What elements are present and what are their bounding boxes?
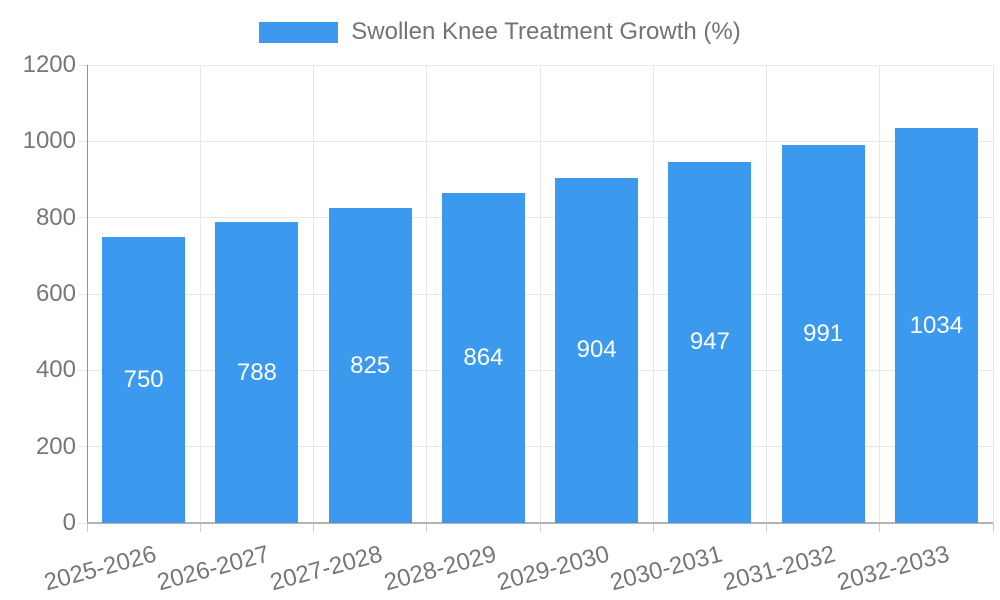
gridline-vertical bbox=[652, 65, 654, 523]
x-tick-mark bbox=[766, 523, 767, 532]
x-axis-tick-label: 2029-2030 bbox=[494, 540, 612, 597]
bar[interactable]: 1034 bbox=[894, 128, 978, 523]
x-tick-mark bbox=[652, 523, 654, 532]
y-axis-tick-label: 1000 bbox=[22, 127, 76, 155]
bar[interactable]: 947 bbox=[668, 161, 752, 523]
x-axis-line bbox=[87, 522, 993, 524]
bar-value-label: 864 bbox=[463, 344, 504, 372]
y-tick-mark bbox=[78, 522, 87, 524]
gridline-vertical bbox=[766, 65, 767, 523]
x-tick-mark bbox=[86, 523, 88, 532]
bar-value-label: 788 bbox=[236, 358, 277, 386]
y-axis-tick-label: 600 bbox=[35, 280, 76, 307]
bar-value-label: 991 bbox=[803, 319, 844, 347]
x-axis-tick-label: 2025-2026 bbox=[41, 540, 159, 597]
y-axis-tick-label: 0 bbox=[62, 509, 76, 536]
x-tick-mark bbox=[199, 523, 201, 532]
bar[interactable]: 864 bbox=[441, 193, 525, 523]
bar-value-label: 1034 bbox=[909, 311, 964, 339]
x-axis-tick-label: 2030-2031 bbox=[607, 540, 726, 597]
y-axis-tick-label: 200 bbox=[35, 432, 76, 460]
bar-value-label: 947 bbox=[689, 328, 730, 356]
y-axis-tick-label: 1200 bbox=[22, 51, 76, 78]
gridline-vertical bbox=[426, 65, 428, 523]
x-tick-mark bbox=[879, 523, 881, 532]
bar-value-label: 904 bbox=[576, 336, 617, 364]
bar-value-label: 825 bbox=[350, 351, 391, 379]
y-tick-mark bbox=[78, 64, 87, 66]
bar-value-label: 750 bbox=[123, 365, 164, 393]
y-tick-mark bbox=[78, 293, 87, 295]
y-tick-mark bbox=[78, 446, 87, 448]
y-axis-tick-label: 800 bbox=[35, 203, 76, 231]
y-axis-line bbox=[87, 65, 88, 523]
x-axis-tick-label: 2032-2033 bbox=[833, 540, 952, 597]
y-tick-mark bbox=[78, 369, 87, 371]
gridline-vertical bbox=[539, 65, 541, 523]
bar[interactable]: 991 bbox=[781, 144, 865, 523]
x-tick-mark bbox=[313, 523, 314, 532]
x-tick-mark bbox=[539, 523, 541, 532]
bar[interactable]: 904 bbox=[555, 177, 639, 523]
y-axis-tick-label: 400 bbox=[35, 356, 76, 384]
x-tick-mark bbox=[992, 523, 994, 532]
legend[interactable]: Swollen Knee Treatment Growth (%) bbox=[0, 17, 1000, 47]
bar[interactable]: 788 bbox=[215, 222, 299, 523]
gridline-vertical bbox=[992, 65, 994, 523]
gridline-vertical bbox=[199, 65, 201, 523]
x-axis-tick-label: 2026-2027 bbox=[154, 540, 273, 597]
y-tick-mark bbox=[78, 140, 87, 142]
y-tick-mark bbox=[78, 217, 87, 219]
legend-swatch bbox=[259, 21, 339, 43]
x-tick-mark bbox=[426, 523, 428, 532]
bar[interactable]: 825 bbox=[328, 208, 412, 523]
plot-area: 0 200 400 600 800 1000 1200 750 2025-2026 788 2026… bbox=[23, 51, 994, 596]
legend-label: Swollen Knee Treatment Growth (%) bbox=[351, 18, 741, 45]
gridline-vertical bbox=[879, 65, 881, 523]
x-axis-tick-label: 2028-2029 bbox=[380, 540, 499, 597]
gridline-vertical bbox=[313, 65, 314, 523]
x-axis-tick-label: 2027-2028 bbox=[267, 540, 386, 597]
bar[interactable]: 750 bbox=[102, 236, 186, 523]
x-axis-tick-label: 2031-2032 bbox=[720, 540, 839, 597]
